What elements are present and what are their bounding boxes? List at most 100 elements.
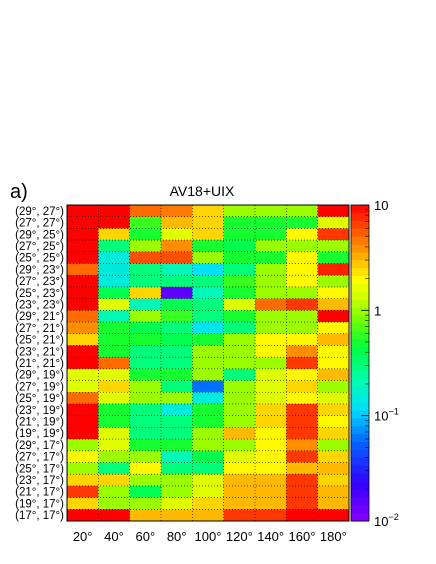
heatmap-cell (67, 368, 99, 381)
heatmap-cell (286, 345, 319, 358)
x-tick-labels: 20° 40° 60° 80° 100° 120° 140° 160° 180° (73, 529, 347, 544)
colorbar-band (351, 323, 369, 332)
heatmap-cell (192, 251, 225, 264)
heatmap-cell (67, 298, 99, 311)
colorbar-band (351, 220, 369, 230)
heatmap-cell (286, 251, 319, 264)
heatmap-cell (192, 205, 225, 218)
heatmap-cell (255, 240, 287, 253)
colorbar-ticks: 10 1 10−1 10−2 (361, 198, 399, 529)
heatmap-cell (317, 392, 350, 405)
heatmap-cell (161, 380, 193, 393)
heatmap-cell (255, 345, 287, 358)
heatmap-cell (67, 275, 99, 288)
heatmap-cell (129, 251, 162, 264)
colorbar-band (351, 276, 369, 285)
heatmap-cell (223, 228, 256, 241)
heatmap-cell (161, 298, 193, 311)
heatmap-cell (317, 380, 350, 393)
heatmap-cell (192, 275, 225, 288)
y-tick-label: (21°, 19°) (15, 417, 64, 429)
heatmap-cell (255, 333, 287, 346)
heatmap-cell (255, 403, 287, 417)
colorbar-band (351, 331, 369, 340)
heatmap-cell (98, 345, 131, 358)
heatmap-cell (317, 368, 350, 381)
heatmap-cell (286, 333, 319, 346)
colorbar-band (351, 505, 369, 514)
heatmap-cell (98, 368, 131, 381)
heatmap-cell (192, 286, 225, 300)
heatmap-cell (286, 357, 319, 370)
heatmap-cell (223, 286, 256, 300)
heatmap-cell (255, 275, 287, 288)
heatmap-cell (129, 345, 162, 358)
y-tick-label: (27°, 21°) (15, 323, 64, 335)
heatmap-cell (255, 357, 287, 370)
heatmap-cell (98, 298, 131, 311)
heatmap-cell (67, 333, 99, 346)
colorbar-band (351, 513, 369, 522)
x-tick-label: 40° (104, 529, 124, 544)
heatmap-cell (255, 263, 287, 276)
colorbar-band (351, 284, 369, 293)
colorbar-band (351, 394, 369, 403)
heatmap-cell (223, 380, 256, 393)
heatmap-cell (192, 497, 225, 510)
heatmap-cell (192, 333, 225, 346)
heatmap-cell (255, 392, 287, 405)
heatmap-cell (129, 415, 162, 428)
y-tick-label: (27°, 17°) (15, 452, 64, 464)
heatmap-cell (255, 415, 287, 428)
y-tick-label: (23°, 21°) (15, 346, 64, 358)
heatmap-cell (223, 474, 256, 487)
heatmap-cell (223, 497, 256, 510)
heatmap-cell (67, 251, 99, 264)
y-tick-label: (29°, 17°) (15, 440, 64, 452)
y-tick-label: (23°, 17°) (15, 475, 64, 487)
heatmap-cell (161, 427, 193, 440)
y-tick-label: (25°, 25°) (15, 253, 64, 265)
heatmap-cell (286, 322, 319, 335)
colorbar-band (351, 307, 369, 316)
y-tick-label: (25°, 19°) (15, 393, 64, 405)
heatmap-cell (161, 263, 193, 276)
colorbar-band (351, 260, 369, 269)
y-tick-label: (21°, 17°) (15, 487, 64, 499)
y-tick-label: (27°, 25°) (15, 241, 64, 253)
heatmap-cell (98, 474, 131, 487)
grid-lines (67, 205, 349, 521)
x-tick-label: 120° (226, 529, 253, 544)
heatmap-cell (98, 497, 131, 510)
heatmap-cell (67, 427, 99, 440)
heatmap-cell (255, 485, 287, 498)
heatmap-cell (255, 439, 287, 452)
heatmap-cell (223, 485, 256, 498)
colorbar-tick-label: 1 (374, 303, 381, 318)
heatmap-cell (286, 368, 319, 381)
heatmap-cell (286, 275, 319, 288)
heatmap-cell (129, 392, 162, 405)
heatmap-cell (255, 497, 287, 510)
heatmap-cell (67, 380, 99, 393)
heatmap-cell (98, 240, 131, 253)
heatmap-cell (129, 205, 162, 218)
heatmap-cell (129, 298, 162, 311)
heatmap-cell (161, 439, 193, 452)
heatmap-cell (161, 509, 193, 522)
heatmap-cell (317, 439, 350, 452)
x-tick-label: 140° (257, 529, 284, 544)
heatmap-cell (223, 415, 256, 428)
chart-title: AV18+UIX (170, 183, 235, 199)
heatmap-cell (129, 240, 162, 253)
heatmap-cell (286, 380, 319, 393)
heatmap-cell (67, 439, 99, 452)
colorbar-band (351, 418, 369, 427)
heatmap-cell (67, 310, 99, 323)
colorbar-band (351, 457, 369, 467)
y-tick-label: (19°, 19°) (15, 428, 64, 440)
heatmap-cell (286, 427, 319, 440)
heatmap-cell (223, 333, 256, 346)
heatmap-cell (192, 368, 225, 381)
heatmap-cell (161, 216, 193, 229)
